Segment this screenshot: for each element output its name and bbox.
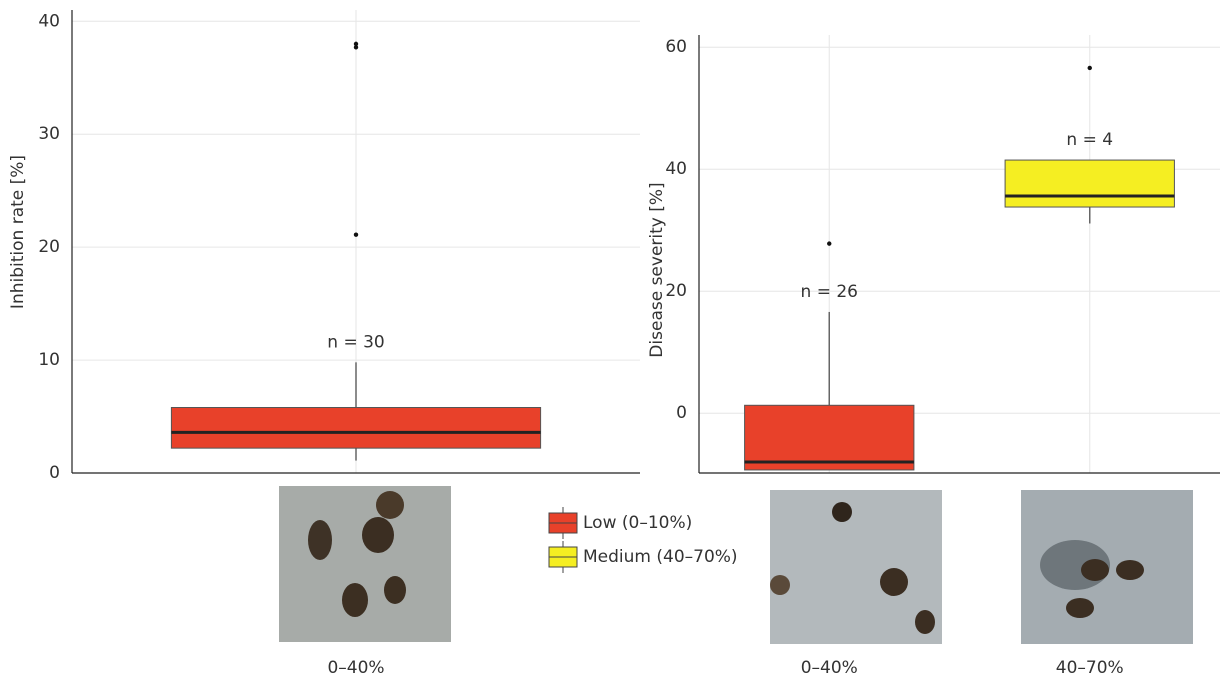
y-axis-label: Disease severity [%]: [647, 182, 667, 357]
y-tick-label: 30: [38, 124, 60, 144]
outlier: [827, 241, 832, 246]
annotation: n = 26: [801, 282, 858, 302]
outlier: [353, 232, 359, 237]
annotation: n = 30: [327, 332, 384, 352]
photo: [770, 490, 942, 644]
y-tick-label: 60: [665, 37, 687, 57]
outlier: [353, 45, 359, 50]
box: [744, 404, 915, 471]
y-tick-label: 20: [38, 237, 60, 257]
box: [170, 407, 542, 449]
y-tick-label: 40: [38, 11, 60, 31]
x-tick-label: 0–40%: [327, 658, 384, 678]
photo: [1021, 490, 1193, 644]
photo: [279, 486, 451, 642]
y-tick-label: 0: [49, 463, 60, 483]
y-axis-label: Inhibition rate [%]: [8, 155, 28, 309]
annotation: n = 4: [1066, 130, 1113, 150]
legend-label: Medium (40–70%): [583, 547, 738, 567]
y-tick-label: 10: [38, 350, 60, 370]
legend-label: Low (0–10%): [583, 513, 692, 533]
y-tick-label: 20: [665, 281, 687, 301]
y-tick-label: 40: [665, 159, 687, 179]
x-tick-label: 0–40%: [801, 658, 858, 678]
x-tick-label: 40–70%: [1056, 658, 1124, 678]
outlier: [353, 41, 359, 47]
y-tick-label: 0: [676, 403, 687, 423]
box: [1004, 159, 1175, 208]
outlier: [1087, 65, 1092, 71]
